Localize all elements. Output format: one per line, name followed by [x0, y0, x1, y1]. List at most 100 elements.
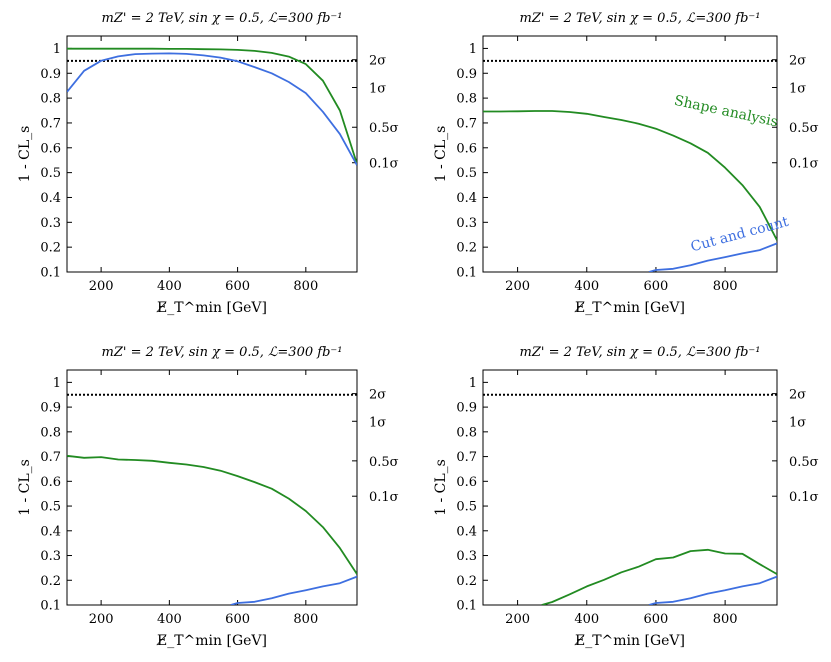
x-tick-label: 400	[574, 279, 599, 294]
x-tick-label: 800	[713, 279, 738, 294]
y-axis-label: 1 - CL_s	[433, 459, 449, 516]
y-tick-label: 0.3	[456, 549, 477, 564]
x-tick-label: 400	[574, 612, 599, 627]
y-tick-label: 0.9	[456, 401, 477, 416]
plot-frame	[66, 35, 358, 273]
panel-3: mZ' = 2 TeV, sin χ = 0.5, ℒ=300 fb⁻¹ 200 4…	[17, 345, 399, 649]
y-axis-label: 1 - CL_s	[17, 459, 33, 516]
y-axis-label: 1 - CL_s	[17, 126, 33, 183]
y-tick-label: 0.1	[456, 599, 477, 614]
sigma-label: 1σ	[789, 415, 806, 430]
panel-2: mZ' = 2 TeV, sin χ = 0.5, ℒ=300 fb⁻¹ 200 4…	[433, 11, 819, 316]
y-tick-label: 0.8	[456, 425, 477, 440]
sigma-label: 0.5σ	[789, 455, 819, 470]
y-tick-label: 0.6	[40, 141, 61, 156]
x-tick-label: 600	[225, 279, 250, 294]
y-tick-label: 0.7	[40, 450, 61, 465]
series-line-shape-analysis	[67, 454, 357, 575]
sigma-label: 1σ	[789, 81, 806, 96]
y-tick-label: 0.2	[456, 241, 477, 256]
sigma-label: 1σ	[369, 415, 386, 430]
x-tick-label: 600	[225, 612, 250, 627]
series-line-cut-and-count	[67, 52, 357, 166]
sigma-label: 2σ	[789, 388, 806, 403]
sigma-label: 2σ	[369, 388, 386, 403]
sigma-label: 1σ	[369, 81, 386, 96]
sigma-label: 2σ	[789, 54, 806, 69]
y-tick-label: 0.7	[456, 116, 477, 131]
y-tick-label: 0.3	[40, 216, 61, 231]
panel-title: mZ' = 2 TeV, sin χ = 0.5, ℒ=300 fb⁻¹	[520, 11, 761, 26]
plot-frame	[482, 35, 778, 273]
panel-4: mZ' = 2 TeV, sin χ = 0.5, ℒ=300 fb⁻¹ 200 4…	[433, 345, 819, 649]
y-tick-label: 0.4	[40, 524, 61, 539]
y-tick-label: 0.5	[456, 500, 477, 515]
panel-title: mZ' = 2 TeV, sin χ = 0.5, ℒ=300 fb⁻¹	[102, 11, 343, 26]
sigma-label: 0.5σ	[369, 455, 399, 470]
y-tick-label: 0.8	[40, 425, 61, 440]
sigma-label: 0.1σ	[789, 490, 819, 505]
y-tick-label: 0.4	[40, 191, 61, 206]
y-tick-label: 0.4	[456, 191, 477, 206]
y-tick-label: 0.9	[456, 67, 477, 82]
series-line-cut-and-count	[648, 242, 777, 272]
y-tick-label: 0.5	[456, 166, 477, 181]
x-axis-label: E̸_T^min [GeV]	[574, 300, 685, 316]
series-line-shape-analysis	[67, 47, 357, 165]
y-tick-label: 0.9	[40, 401, 61, 416]
x-tick-label: 200	[505, 612, 530, 627]
x-axis-label: E̸_T^min [GeV]	[156, 633, 267, 649]
y-tick-label: 0.4	[456, 524, 477, 539]
x-tick-label: 400	[157, 279, 182, 294]
y-tick-label: 0.2	[456, 574, 477, 589]
y-tick-label: 0.3	[40, 549, 61, 564]
annotation-label: Cut and count	[689, 214, 791, 256]
x-axis-label: E̸_T^min [GeV]	[156, 300, 267, 316]
y-tick-label: 0.7	[456, 450, 477, 465]
x-tick-label: 200	[89, 612, 114, 627]
y-tick-label: 1	[469, 42, 477, 57]
series-line-shape-analysis	[483, 110, 777, 241]
x-tick-label: 200	[89, 279, 114, 294]
plot-frame	[66, 369, 358, 606]
x-tick-label: 800	[293, 279, 318, 294]
y-tick-label: 0.7	[40, 116, 61, 131]
y-tick-label: 0.5	[40, 166, 61, 181]
x-tick-label: 800	[713, 612, 738, 627]
y-tick-label: 0.6	[40, 475, 61, 490]
sigma-label: 0.5σ	[369, 121, 399, 136]
x-tick-label: 800	[293, 612, 318, 627]
y-tick-label: 1	[53, 42, 61, 57]
x-tick-label: 400	[157, 612, 182, 627]
x-tick-label: 600	[644, 279, 669, 294]
plot-frame	[482, 369, 778, 606]
y-tick-label: 0.8	[456, 92, 477, 107]
sigma-label: 2σ	[369, 54, 386, 69]
y-tick-label: 1	[53, 376, 61, 391]
y-tick-label: 0.6	[456, 475, 477, 490]
y-tick-label: 0.1	[40, 266, 61, 281]
panel-title: mZ' = 2 TeV, sin χ = 0.5, ℒ=300 fb⁻¹	[520, 345, 761, 360]
sigma-label: 0.1σ	[369, 490, 399, 505]
annotation-label: Shape analysis	[673, 93, 780, 131]
panel-title: mZ' = 2 TeV, sin χ = 0.5, ℒ=300 fb⁻¹	[102, 345, 343, 360]
y-tick-label: 0.2	[40, 574, 61, 589]
series-line-shape-analysis	[541, 548, 777, 605]
x-axis-label: E̸_T^min [GeV]	[574, 633, 685, 649]
y-tick-label: 0.3	[456, 216, 477, 231]
y-axis-label: 1 - CL_s	[433, 126, 449, 183]
sigma-label: 0.1σ	[789, 157, 819, 172]
x-tick-label: 600	[644, 612, 669, 627]
y-tick-label: 0.1	[456, 266, 477, 281]
y-tick-label: 0.6	[456, 141, 477, 156]
y-tick-label: 0.5	[40, 500, 61, 515]
y-tick-label: 1	[469, 376, 477, 391]
series-line-cut-and-count	[648, 575, 777, 605]
y-tick-label: 0.2	[40, 241, 61, 256]
series-line-cut-and-count	[230, 575, 357, 605]
y-tick-label: 0.9	[40, 67, 61, 82]
sigma-label: 0.5σ	[789, 121, 819, 136]
panel-1: mZ' = 2 TeV, sin χ = 0.5, ℒ=300 fb⁻¹ 200 4…	[17, 11, 399, 316]
sigma-label: 0.1σ	[369, 157, 399, 172]
